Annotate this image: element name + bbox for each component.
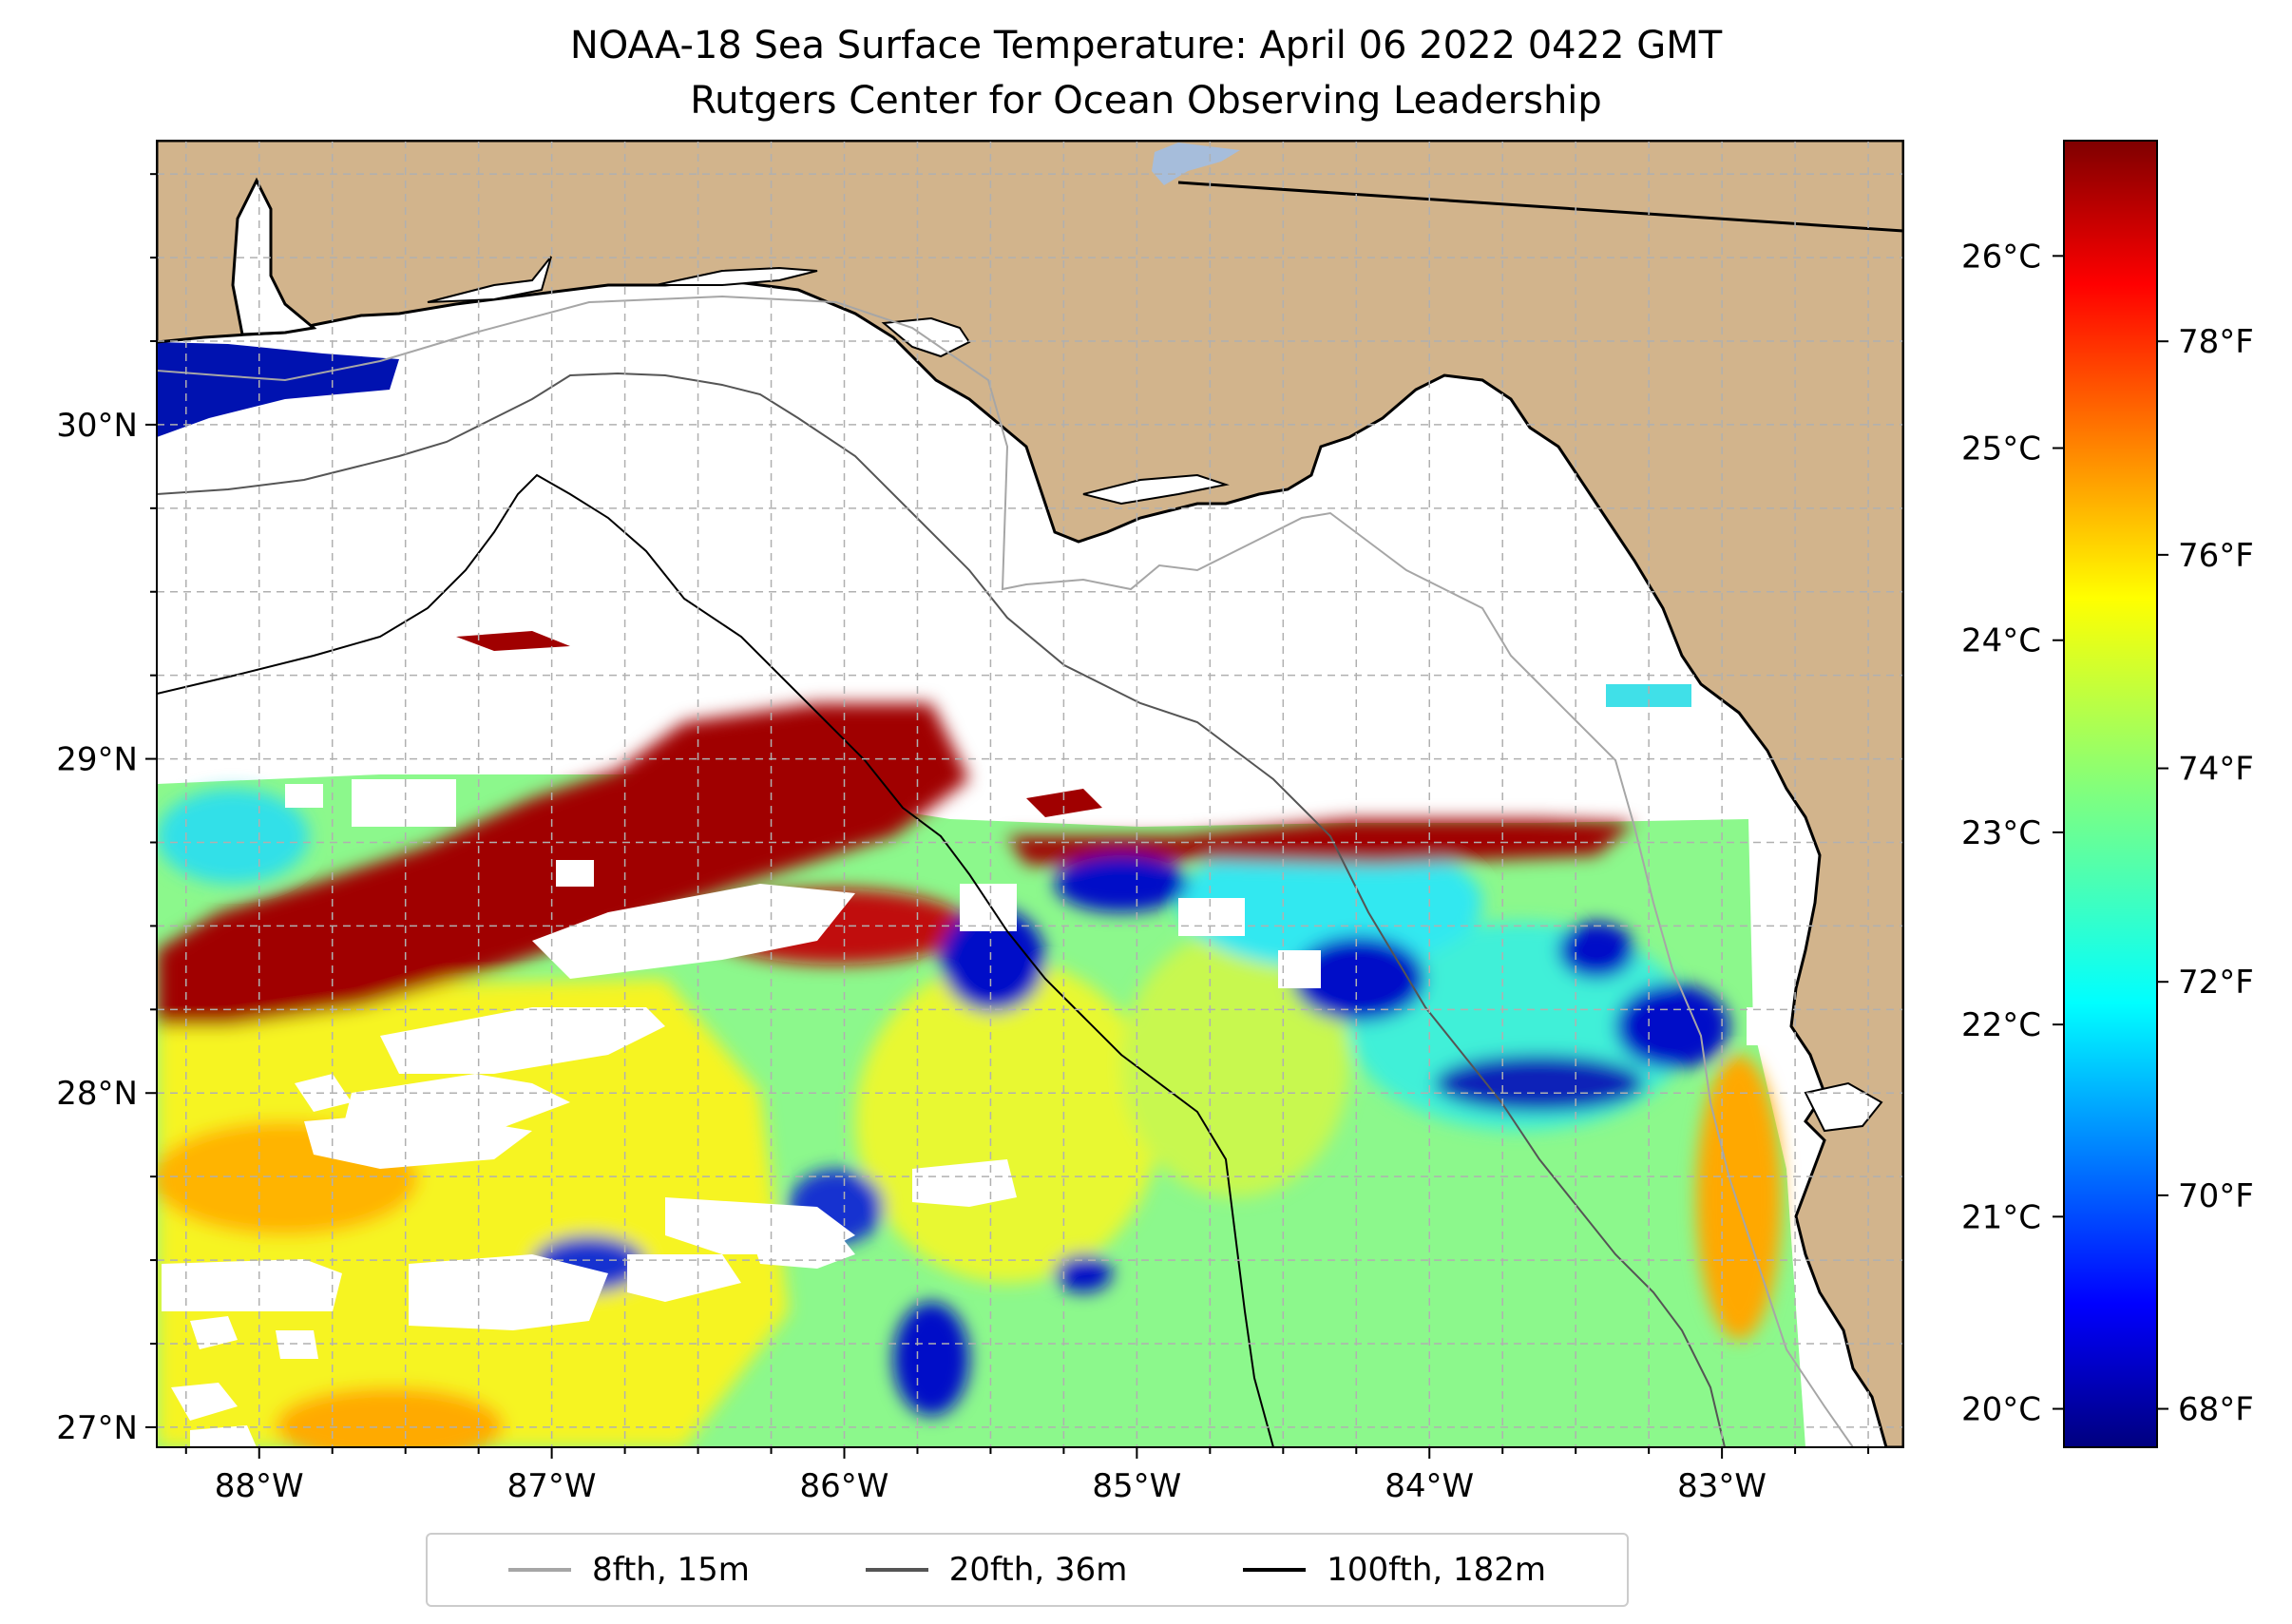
cloud-gap — [190, 1425, 257, 1447]
sst-cold-pocket — [1558, 922, 1634, 979]
legend-item-100fth: 100fth, 182m — [1243, 1551, 1546, 1589]
cloud-gap — [960, 884, 1017, 931]
coastal-bay — [655, 266, 818, 286]
colorbar-fahrenheit-axis: 68°F 70°F 72°F 74°F 76°F 78°F — [2157, 323, 2254, 1429]
sst-cold-pocket — [893, 1302, 969, 1416]
colorbar-celsius-axis: 20°C 21°C 22°C 23°C 24°C 25°C 26°C — [1961, 238, 2064, 1429]
sst-cold-pocket — [1055, 1254, 1112, 1292]
map-subtitle: Rutgers Center for Ocean Observing Leade… — [690, 79, 1602, 123]
lat-tick-label: 28°N — [56, 1075, 138, 1113]
fahrenheit-tick-label: 76°F — [2178, 537, 2254, 575]
sst-cold-pocket — [1615, 984, 1729, 1069]
colorbar — [2064, 141, 2157, 1447]
cloud-gap — [162, 1259, 342, 1311]
celsius-tick-label: 24°C — [1961, 622, 2041, 660]
plot-frame — [156, 140, 1904, 1448]
lon-tick-label: 87°W — [507, 1467, 597, 1505]
sst-cool-region — [1178, 836, 1482, 969]
sst-warm-region — [1121, 931, 1349, 1197]
legend-label-100fth: 100fth, 182m — [1327, 1551, 1547, 1589]
celsius-tick-label: 21°C — [1961, 1198, 2041, 1236]
sst-cold-pocket — [1292, 936, 1425, 1022]
lon-tick-label: 86°W — [800, 1467, 889, 1505]
cloud-gap — [276, 1330, 318, 1359]
legend-swatch-100fth — [1243, 1568, 1307, 1572]
sst-hot-patch — [456, 631, 570, 651]
celsius-tick-label: 26°C — [1961, 238, 2041, 276]
contour-8fth — [157, 295, 1854, 1447]
lat-tick-label: 29°N — [56, 741, 138, 779]
latitude-axis: 30°N 29°N 28°N 27°N — [56, 173, 157, 1447]
legend-item-20fth: 20fth, 36m — [865, 1551, 1128, 1589]
celsius-tick-label: 23°C — [1961, 814, 2041, 852]
legend-item-8fth: 8fth, 15m — [507, 1551, 750, 1589]
cloud-gap — [532, 884, 855, 979]
state-border — [1177, 181, 1903, 233]
cloud-gap — [1178, 898, 1245, 936]
longitude-axis: 88°W 87°W 86°W 85°W 84°W 83°W — [184, 1447, 1870, 1505]
sst-cold-pocket — [1435, 1055, 1644, 1112]
legend-swatch-8fth — [507, 1568, 571, 1572]
fahrenheit-tick-label: 70°F — [2178, 1177, 2254, 1215]
fahrenheit-tick-label: 78°F — [2178, 323, 2254, 361]
cloud-gap — [751, 1231, 855, 1269]
tampa-bay — [1804, 1081, 1883, 1133]
sst-cold-pocket — [941, 908, 1045, 1012]
cloud-gap — [171, 1383, 238, 1421]
coastal-bay — [427, 256, 552, 303]
cloud-gap — [380, 1007, 665, 1074]
fahrenheit-tick-label: 72°F — [2178, 964, 2254, 1002]
celsius-tick-label: 22°C — [1961, 1006, 2041, 1044]
sst-field — [157, 342, 1805, 1447]
cloud-gap — [556, 860, 594, 887]
colorbar-frame — [2063, 140, 2158, 1448]
lon-tick-label: 83°W — [1677, 1467, 1767, 1505]
cloud-gap — [1278, 950, 1321, 988]
fahrenheit-tick-label: 68°F — [2178, 1391, 2254, 1429]
sst-warm-region — [276, 1387, 504, 1447]
gridlines — [157, 141, 1903, 1447]
cloud-gap — [285, 784, 323, 808]
contour-20fth — [157, 372, 1726, 1447]
land — [157, 141, 1903, 1447]
coastal-bay — [1082, 473, 1230, 506]
lat-tick-label: 27°N — [56, 1409, 138, 1447]
cloud-gap — [190, 1316, 238, 1349]
contour-100fth — [157, 473, 1274, 1447]
lon-tick-label: 88°W — [215, 1467, 304, 1505]
lon-tick-label: 84°W — [1385, 1467, 1474, 1505]
celsius-tick-label: 25°C — [1961, 430, 2041, 468]
lon-tick-label: 85°W — [1092, 1467, 1181, 1505]
cloud-gap — [409, 1254, 608, 1330]
celsius-tick-label: 20°C — [1961, 1391, 2041, 1429]
cloud-gap — [304, 1112, 532, 1169]
sst-cold-pocket — [1055, 855, 1188, 912]
legend-label-8fth: 8fth, 15m — [591, 1551, 750, 1589]
mobile-bay — [231, 177, 317, 336]
legend-swatch-20fth — [865, 1568, 928, 1572]
cloud-gap — [627, 1254, 741, 1302]
cloud-gap — [1747, 1007, 1794, 1045]
fahrenheit-tick-label: 74°F — [2178, 751, 2254, 789]
sst-cool-region — [157, 789, 309, 884]
map-title: NOAA-18 Sea Surface Temperature: April 0… — [569, 24, 1723, 67]
contour-legend: 8fth, 15m 20fth, 36m 100fth, 182m — [426, 1533, 1629, 1607]
legend-label-20fth: 20fth, 36m — [948, 1551, 1128, 1589]
lat-tick-label: 30°N — [56, 407, 138, 445]
cloud-gap — [352, 779, 456, 827]
sst-cold-strip — [157, 342, 399, 437]
sst-hot-patch — [1026, 789, 1102, 817]
